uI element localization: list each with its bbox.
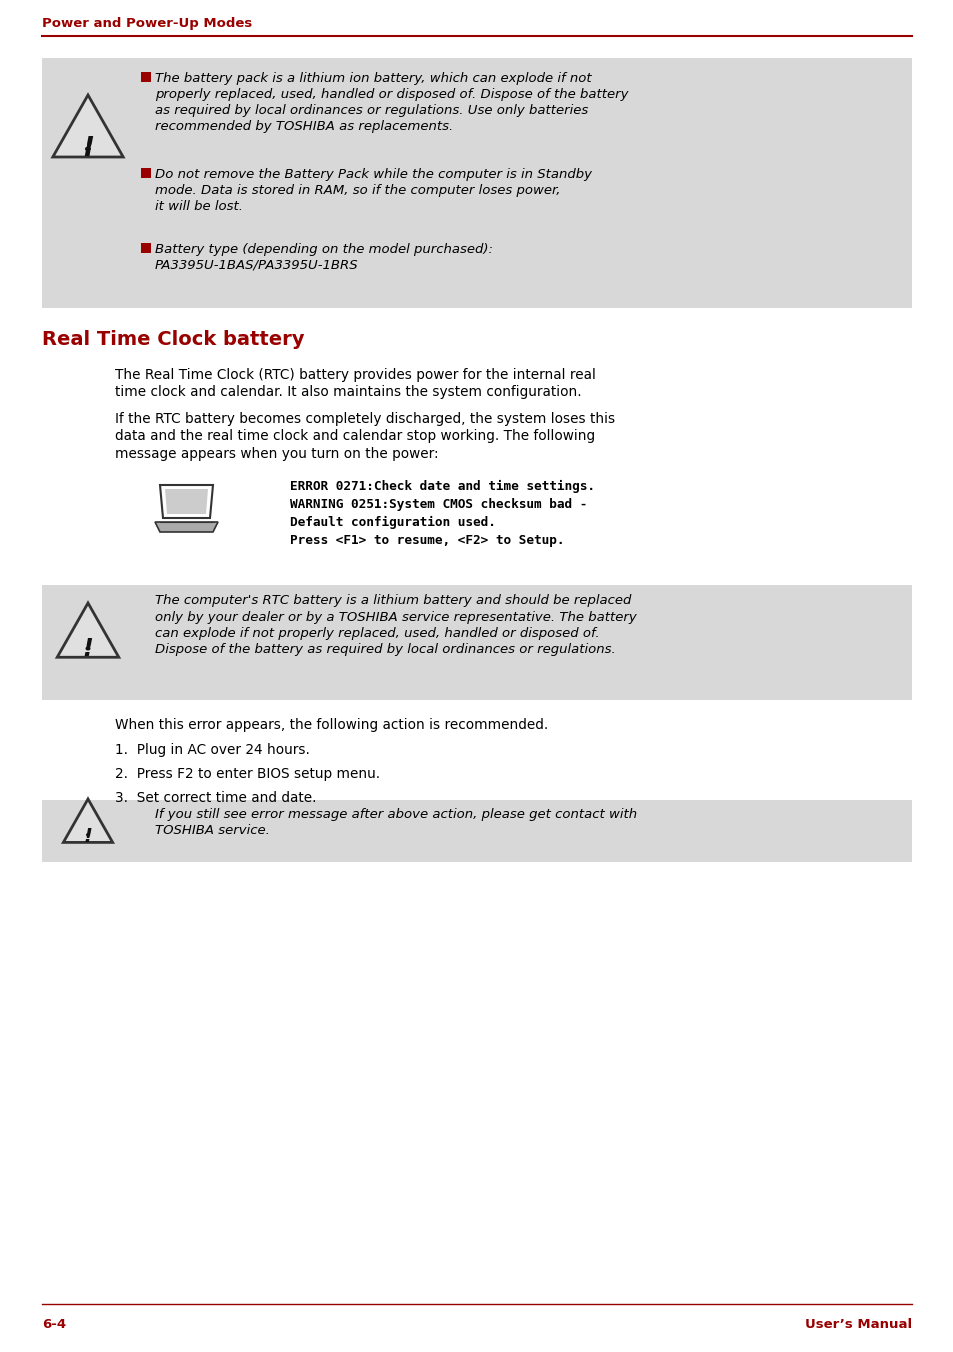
Text: 1.  Plug in AC over 24 hours.: 1. Plug in AC over 24 hours. [115, 744, 310, 757]
Text: When this error appears, the following action is recommended.: When this error appears, the following a… [115, 718, 548, 731]
Text: Power and Power-Up Modes: Power and Power-Up Modes [42, 18, 252, 31]
Polygon shape [165, 489, 208, 514]
Polygon shape [160, 485, 213, 518]
Text: WARNING 0251:System CMOS checksum bad -: WARNING 0251:System CMOS checksum bad - [290, 498, 587, 511]
Ellipse shape [86, 646, 91, 650]
Text: User’s Manual: User’s Manual [804, 1318, 911, 1332]
Polygon shape [63, 799, 112, 842]
Text: Press <F1> to resume, <F2> to Setup.: Press <F1> to resume, <F2> to Setup. [290, 534, 564, 548]
Text: 2.  Press F2 to enter BIOS setup menu.: 2. Press F2 to enter BIOS setup menu. [115, 767, 379, 781]
Text: Default configuration used.: Default configuration used. [290, 516, 496, 529]
Text: If you still see error message after above action, please get contact with
TOSHI: If you still see error message after abo… [154, 808, 637, 837]
FancyBboxPatch shape [42, 800, 911, 863]
Polygon shape [154, 522, 218, 531]
Text: The computer's RTC battery is a lithium battery and should be replaced
only by y: The computer's RTC battery is a lithium … [154, 594, 636, 657]
Text: If the RTC battery becomes completely discharged, the system loses this
data and: If the RTC battery becomes completely di… [115, 412, 615, 461]
Text: !: ! [82, 137, 94, 162]
Text: Battery type (depending on the model purchased):
PA3395U-1BAS/PA3395U-1BRS: Battery type (depending on the model pur… [154, 243, 493, 272]
Bar [141, 72, 151, 82]
FancyBboxPatch shape [42, 58, 911, 308]
Ellipse shape [85, 146, 91, 151]
Text: Real Time Clock battery: Real Time Clock battery [42, 330, 304, 349]
Text: The Real Time Clock (RTC) battery provides power for the internal real
time cloc: The Real Time Clock (RTC) battery provid… [115, 368, 596, 399]
FancyBboxPatch shape [42, 585, 911, 700]
Text: Do not remove the Battery Pack while the computer is in Standby
mode. Data is st: Do not remove the Battery Pack while the… [154, 168, 592, 214]
Ellipse shape [86, 833, 90, 837]
Text: 6-4: 6-4 [42, 1318, 66, 1332]
Text: ERROR 0271:Check date and time settings.: ERROR 0271:Check date and time settings. [290, 480, 595, 493]
Polygon shape [57, 603, 119, 657]
Text: 3.  Set correct time and date.: 3. Set correct time and date. [115, 791, 316, 804]
Bar [141, 243, 151, 253]
Text: !: ! [84, 826, 92, 845]
Bar [141, 168, 151, 178]
Polygon shape [52, 95, 123, 157]
Text: !: ! [83, 637, 93, 661]
Text: The battery pack is a lithium ion battery, which can explode if not
properly rep: The battery pack is a lithium ion batter… [154, 72, 628, 132]
